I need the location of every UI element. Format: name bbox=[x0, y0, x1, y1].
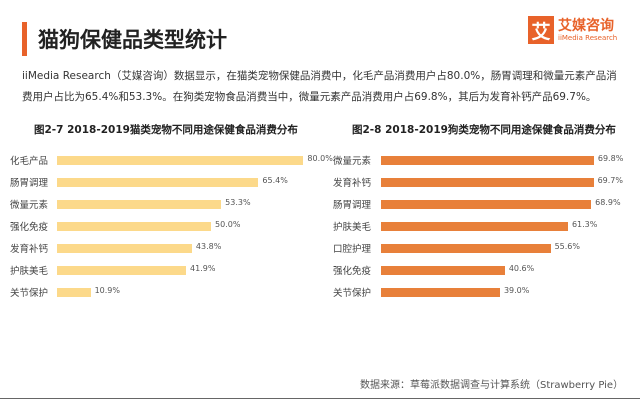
category-label: 护肤美毛 bbox=[10, 266, 49, 277]
category-label: 化毛产品 bbox=[10, 156, 49, 167]
bar bbox=[57, 288, 91, 297]
cat-bar-row: 微量元素 53.3% bbox=[10, 194, 310, 216]
bar bbox=[381, 222, 568, 231]
dog-bar-row: 护肤美毛 61.3% bbox=[333, 216, 633, 238]
dog-bar-row: 关节保护 39.0% bbox=[333, 282, 633, 304]
dog-bar-row: 强化免疫 40.6% bbox=[333, 260, 633, 282]
category-label: 强化免疫 bbox=[333, 266, 372, 277]
bar bbox=[57, 178, 259, 187]
category-label: 肠胃调理 bbox=[10, 178, 49, 189]
bar bbox=[57, 244, 192, 253]
cat-chart-title: 图2-7 2018-2019猫类宠物不同用途保健食品消费分布 bbox=[34, 124, 298, 136]
bar bbox=[381, 200, 592, 209]
value-label: 53.3% bbox=[225, 198, 251, 207]
category-label: 口腔护理 bbox=[333, 244, 372, 255]
dog-bar-row: 肠胃调理 68.9% bbox=[333, 194, 633, 216]
cat-bar-row: 化毛产品 80.0% bbox=[10, 150, 333, 172]
value-label: 65.4% bbox=[262, 176, 288, 185]
bar bbox=[381, 288, 500, 297]
dog-bar-row: 发育补钙 69.7% bbox=[333, 172, 633, 194]
dog-chart-title: 图2-8 2018-2019狗类宠物不同用途保健食品消费分布 bbox=[352, 124, 616, 136]
dog-bar-row: 微量元素 69.8% bbox=[333, 150, 633, 172]
footer-line bbox=[0, 398, 640, 399]
cat-bar-row: 发育补钙 43.8% bbox=[10, 238, 310, 260]
bar bbox=[381, 178, 594, 187]
value-label: 61.3% bbox=[571, 220, 598, 229]
value-label: 55.6% bbox=[554, 242, 580, 251]
bar bbox=[57, 266, 187, 275]
category-label: 关节保护 bbox=[333, 288, 372, 299]
bar bbox=[381, 266, 505, 275]
bar bbox=[381, 156, 594, 165]
dog-bar-row: 口腔护理 55.6% bbox=[333, 238, 633, 260]
title-accent-bar bbox=[22, 22, 27, 56]
logo-icon: 艾 bbox=[528, 16, 554, 44]
category-label: 微量元素 bbox=[333, 156, 372, 167]
bar bbox=[57, 222, 211, 231]
category-label: 护肤美毛 bbox=[333, 222, 372, 233]
value-label: 39.0% bbox=[503, 286, 530, 295]
logo-en: iiMedia Research bbox=[558, 33, 618, 42]
value-label: 50.0% bbox=[215, 220, 241, 229]
cat-bar-row: 关节保护 10.9% bbox=[10, 282, 310, 304]
value-label: 80.0% bbox=[307, 154, 333, 163]
description: iiMedia Research（艾媒咨询）数据显示，在猫类宠物保健品消费中，化… bbox=[22, 70, 617, 103]
category-label: 关节保护 bbox=[10, 288, 49, 299]
category-label: 微量元素 bbox=[10, 200, 49, 211]
cat-bar-row: 护肤美毛 41.9% bbox=[10, 260, 310, 282]
value-label: 69.8% bbox=[597, 154, 624, 163]
value-label: 43.8% bbox=[195, 242, 222, 251]
category-label: 强化免疫 bbox=[10, 222, 49, 233]
bar bbox=[381, 244, 551, 253]
value-label: 69.7% bbox=[597, 176, 623, 185]
category-label: 肠胃调理 bbox=[333, 200, 372, 211]
value-label: 68.9% bbox=[595, 198, 621, 207]
page-title: 猫狗保健品类型统计 bbox=[38, 28, 227, 52]
brand-logo: 艾 艾媒咨询 iiMedia Research bbox=[528, 16, 617, 44]
category-label: 发育补钙 bbox=[10, 244, 49, 255]
value-label: 40.6% bbox=[508, 264, 535, 273]
bar bbox=[57, 200, 222, 209]
cat-bar-row: 肠胃调理 65.4% bbox=[10, 172, 310, 194]
bar bbox=[57, 156, 304, 165]
cat-bar-row: 强化免疫 50.0% bbox=[10, 216, 310, 238]
logo-cn: 艾媒咨询 bbox=[558, 17, 614, 34]
value-label: 41.9% bbox=[190, 264, 216, 273]
category-label: 发育补钙 bbox=[333, 178, 372, 189]
value-label: 10.9% bbox=[94, 286, 120, 295]
data-source: 数据来源：草莓派数据调查与计算系统（Strawberry Pie） bbox=[360, 380, 624, 391]
